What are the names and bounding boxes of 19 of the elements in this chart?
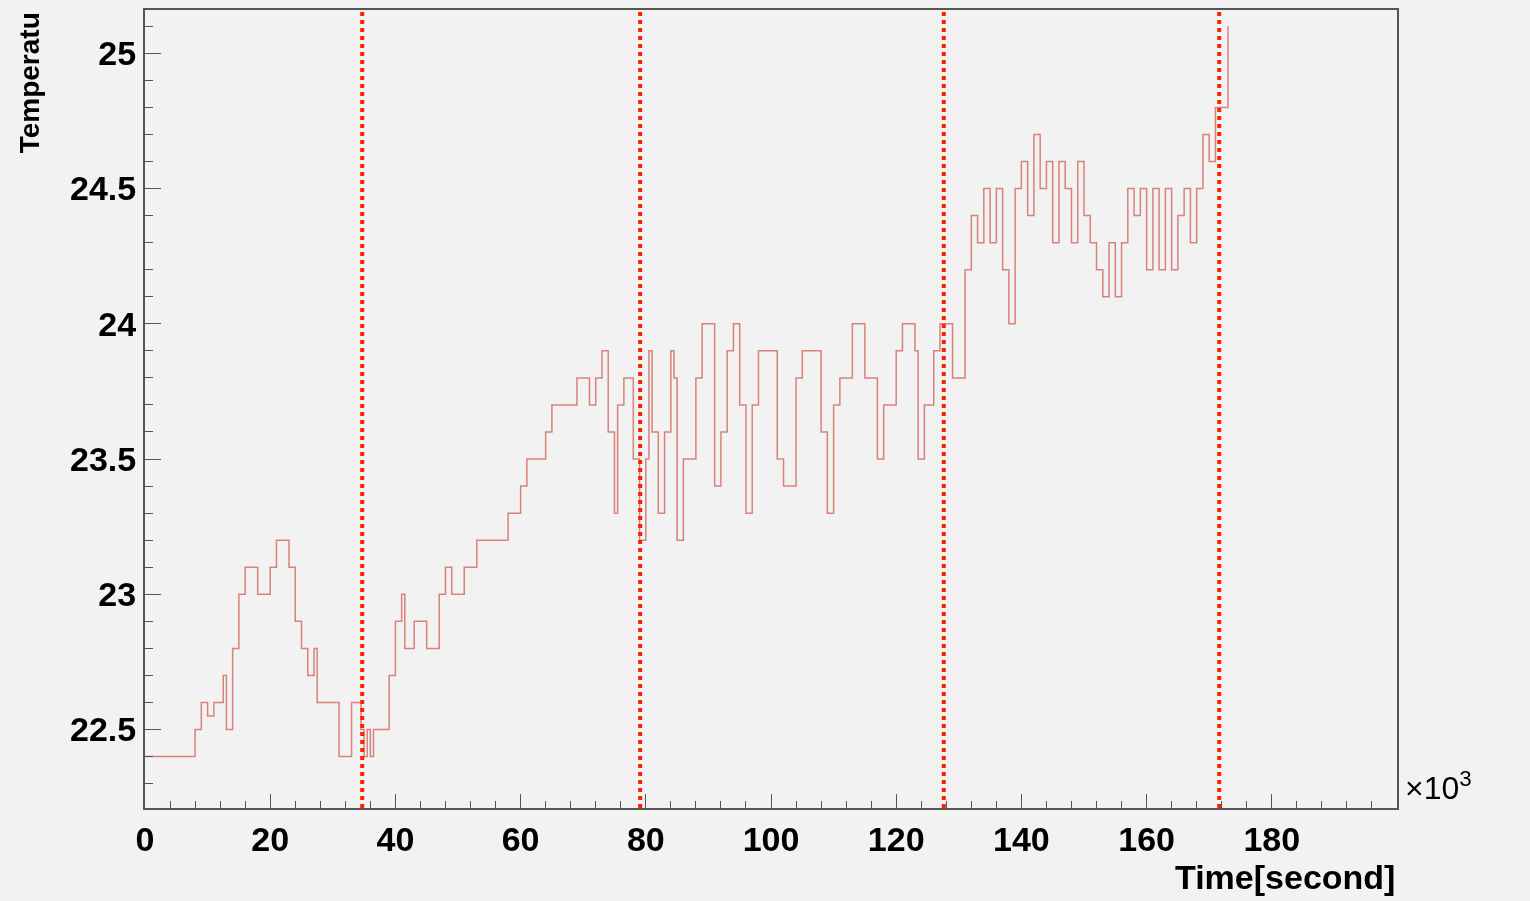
x-tick-label: 140 <box>993 819 1050 858</box>
x-tick-label: 160 <box>1118 819 1175 858</box>
x-tick-label: 40 <box>376 819 415 858</box>
x-tick-label: 180 <box>1243 819 1301 858</box>
y-axis-title: Temperatu <box>14 12 46 154</box>
text: ×10$^{3}$ <box>1405 766 1472 807</box>
x-tick-label: 80 <box>626 819 665 858</box>
y-tick-label: 23.5 <box>70 439 137 478</box>
y-tick-label: 22.5 <box>70 710 137 749</box>
y-tick-label: 24.5 <box>70 169 137 208</box>
y-tick-label: 25 <box>98 34 137 73</box>
x-tick-label: 0 <box>135 819 155 858</box>
y-tick-label: 24 <box>98 304 137 343</box>
x-tick-label: 120 <box>867 819 925 858</box>
x-tick-label: 20 <box>251 819 290 858</box>
x-tick-label: 100 <box>742 819 800 858</box>
x-tick-label: 60 <box>501 819 540 858</box>
y-tick-label: 23 <box>98 575 137 614</box>
x-axis-title: Time[second] <box>1175 858 1396 896</box>
